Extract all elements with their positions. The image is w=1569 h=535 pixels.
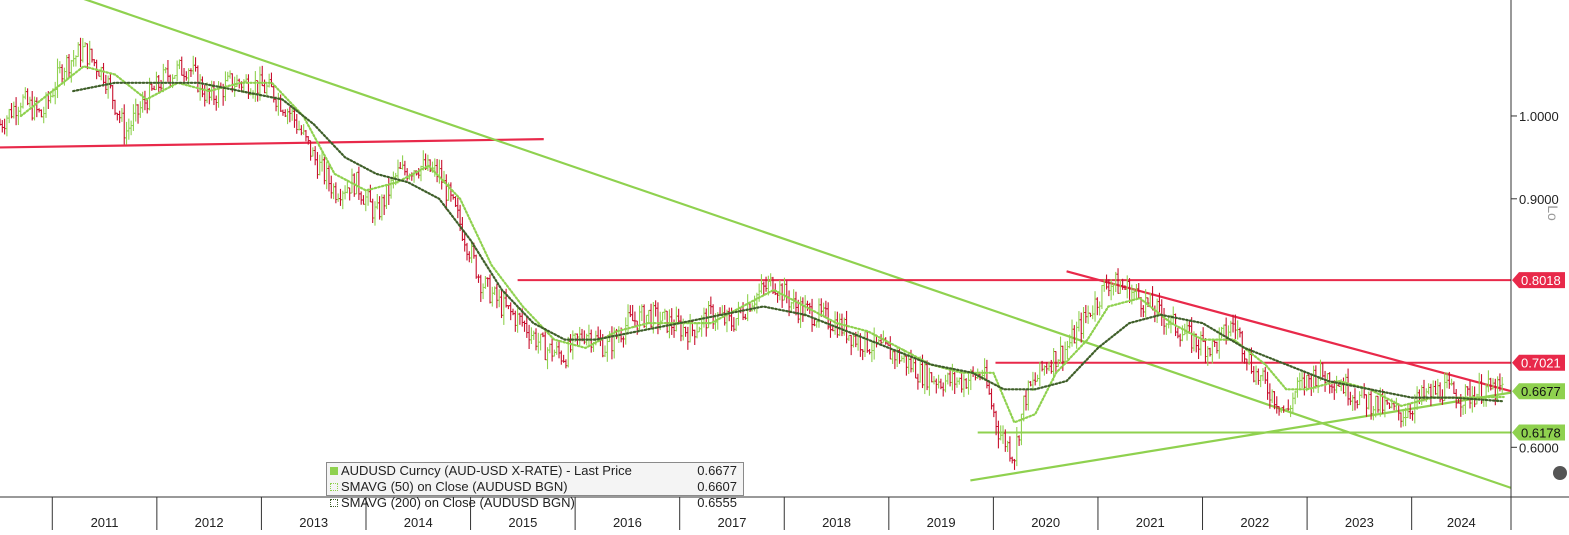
horizontal-levels bbox=[517, 279, 1511, 434]
level-tag-2: 0.6178 bbox=[1512, 424, 1565, 441]
legend: AUDUSD Curncy (AUD-USD X-RATE) - Last Pr… bbox=[326, 462, 744, 510]
x-tick-label: 2022 bbox=[1240, 515, 1269, 530]
level-tag-0-label: 0.8018 bbox=[1521, 273, 1561, 288]
x-tick-label: 2017 bbox=[718, 515, 747, 530]
plot-background bbox=[0, 0, 1511, 497]
x-tick-label: 2014 bbox=[404, 515, 433, 530]
y-tick-label: 1.0000 bbox=[1519, 109, 1559, 124]
level-tag-0: 0.8018 bbox=[1512, 272, 1565, 289]
x-tick-label: 2023 bbox=[1345, 515, 1374, 530]
series-swatch-icon bbox=[330, 467, 338, 475]
x-tick-label: 2019 bbox=[927, 515, 956, 530]
trendline-0 bbox=[0, 138, 544, 149]
level-tag-1-label: 0.7021 bbox=[1521, 356, 1561, 371]
last-price-tag: 0.6677 bbox=[1512, 383, 1565, 400]
legend-label: AUDUSD Curncy (AUD-USD X-RATE) - Last Pr… bbox=[341, 463, 632, 478]
legend-value: 0.6677 bbox=[697, 463, 737, 478]
trendline-3 bbox=[970, 391, 1512, 482]
log-scale-tab[interactable]: Lo bbox=[1544, 205, 1561, 221]
legend-label: SMAVG (200) on Close (AUDUSD BGN) bbox=[341, 495, 575, 510]
trendline-2 bbox=[1066, 270, 1512, 393]
last-price-tag-label: 0.6677 bbox=[1521, 384, 1561, 399]
x-tick-label: 2020 bbox=[1031, 515, 1060, 530]
legend-row-last-price: AUDUSD Curncy (AUD-USD X-RATE) - Last Pr… bbox=[327, 463, 743, 479]
legend-label: SMAVG (50) on Close (AUDUSD BGN) bbox=[341, 479, 568, 494]
x-tick-label: 2016 bbox=[613, 515, 642, 530]
level-tag-1: 0.7021 bbox=[1512, 354, 1565, 371]
series-swatch-icon bbox=[330, 483, 338, 491]
series-swatch-icon bbox=[330, 499, 338, 507]
x-tick-label: 2021 bbox=[1136, 515, 1165, 530]
x-tick-label: 2015 bbox=[508, 515, 537, 530]
x-tick-label: 2018 bbox=[822, 515, 851, 530]
x-tick-label: 2011 bbox=[91, 515, 119, 530]
level-tag-2-label: 0.6178 bbox=[1521, 426, 1561, 441]
legend-row-smavg-50: SMAVG (50) on Close (AUDUSD BGN) 0.6607 bbox=[327, 479, 743, 495]
legend-row-smavg-200: SMAVG (200) on Close (AUDUSD BGN) 0.6555 bbox=[327, 495, 743, 511]
x-tick-label: 2012 bbox=[195, 515, 224, 530]
plot-area bbox=[0, 0, 1511, 497]
x-tick-label: 2013 bbox=[299, 515, 328, 530]
legend-value: 0.6607 bbox=[697, 479, 737, 494]
collapse-handle-icon[interactable] bbox=[1553, 466, 1567, 480]
x-tick-label: 2024 bbox=[1447, 515, 1476, 530]
legend-value: 0.6555 bbox=[697, 495, 737, 510]
price-bars bbox=[0, 37, 1504, 470]
y-tick-label: 0.6000 bbox=[1519, 440, 1559, 455]
price-tags: 0.8018 0.7021 0.6178 0.6677 bbox=[1512, 272, 1565, 441]
